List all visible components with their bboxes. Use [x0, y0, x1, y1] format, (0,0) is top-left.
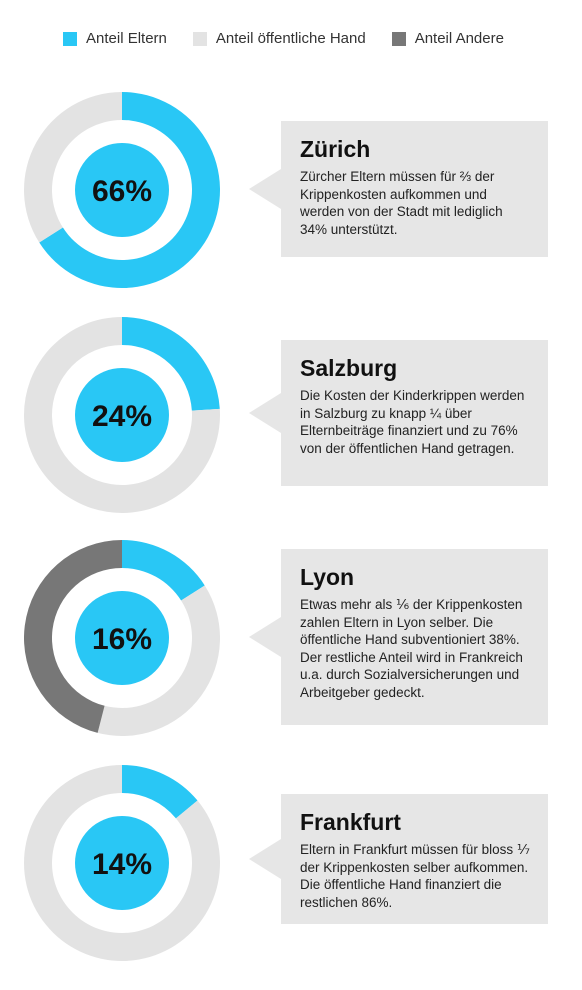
callout-title-lyon: Lyon — [300, 564, 355, 590]
panel-zuerich: 66% Zürich Zürcher Eltern müssen für ⅔ d… — [0, 90, 582, 290]
callout-zuerich: Zürich Zürcher Eltern müssen für ⅔ der K… — [249, 121, 548, 257]
donut-svg-lyon: 16% — [24, 540, 220, 736]
donut-chart-frankfurt: 14% — [22, 763, 222, 963]
callout-title-zuerich: Zürich — [300, 136, 371, 162]
callout-text-zuerich: Zürcher Eltern müssen für ⅔ der Krippenk… — [300, 169, 503, 237]
donut-chart-lyon: 16% — [22, 538, 222, 738]
legend-item-andere: Anteil Andere — [391, 30, 504, 47]
donut-slice-anteil-eltern-frankfurt — [122, 765, 198, 819]
panel-frankfurt: 14% Frankfurt Eltern in Frankfurt müssen… — [0, 763, 582, 963]
callout-salzburg: Salzburg Die Kosten der Kinderkrippen we… — [249, 340, 548, 486]
donut-svg-salzburg: 24% — [24, 317, 221, 513]
legend: Anteil Eltern Anteil öffentliche Hand An… — [63, 30, 530, 47]
callout-title-salzburg: Salzburg — [300, 355, 398, 381]
callout-text-frankfurt: Eltern in Frankfurt müssen für bloss ⅐ d… — [300, 842, 530, 910]
callout-lyon: Lyon Etwas mehr als ⅙ der Krippen­kosten… — [249, 549, 548, 725]
donut-center-salzburg — [75, 368, 169, 462]
callout-pointer-frankfurt — [249, 839, 281, 879]
donut-center-label-lyon: 16% — [92, 623, 152, 656]
callout-pointer-salzburg — [249, 393, 281, 433]
donut-slice-anteil-oeffentliche-hand-zuerich — [24, 92, 123, 243]
callout-frankfurt: Frankfurt Eltern in Frankfurt müssen für… — [249, 794, 548, 924]
panel-salzburg: 24% Salzburg Die Kosten der Kinderkrippe… — [0, 315, 582, 515]
donut-center-zuerich — [75, 143, 169, 237]
legend-swatch-oeffentlich — [192, 31, 207, 46]
donut-center-lyon — [75, 591, 169, 685]
donut-center-label-frankfurt: 14% — [92, 848, 152, 881]
donut-svg-zuerich: 66% — [24, 92, 221, 288]
donut-chart-salzburg: 24% — [22, 315, 222, 515]
donut-center-frankfurt — [75, 816, 169, 910]
donut-slice-anteil-eltern-zuerich — [39, 92, 221, 288]
donut-center-label-zuerich: 66% — [92, 175, 152, 208]
donut-chart-zuerich: 66% — [22, 90, 222, 290]
donut-slice-anteil-oeffentliche-hand-lyon — [97, 585, 220, 736]
panel-lyon: 16% Lyon Etwas mehr als ⅙ der Krippen­ko… — [0, 538, 582, 738]
donut-svg-frankfurt: 14% — [23, 765, 220, 961]
callout-pointer-lyon — [249, 617, 281, 657]
callout-pointer-zuerich — [249, 169, 281, 209]
legend-item-eltern: Anteil Eltern — [63, 30, 167, 47]
callout-text-salzburg: Die Kosten der Kinderkrippen werden in S… — [300, 388, 525, 456]
legend-label-eltern: Anteil Eltern — [86, 30, 167, 47]
donut-slice-anteil-andere-lyon — [24, 540, 122, 733]
legend-item-oeffentlich: Anteil öffentliche Hand — [192, 30, 366, 47]
donut-slice-anteil-eltern-salzburg — [122, 317, 220, 411]
callout-text-lyon: Etwas mehr als ⅙ der Krippen­kosten zahl… — [300, 597, 523, 700]
legend-swatch-eltern — [63, 31, 77, 46]
donut-center-label-salzburg: 24% — [92, 400, 152, 433]
callout-title-frankfurt: Frankfurt — [300, 809, 401, 835]
legend-swatch-andere — [391, 31, 406, 46]
donut-slice-anteil-eltern-lyon — [122, 540, 205, 601]
legend-label-oeffentlich: Anteil öffentliche Hand — [215, 30, 366, 47]
legend-label-andere: Anteil Andere — [414, 30, 504, 47]
